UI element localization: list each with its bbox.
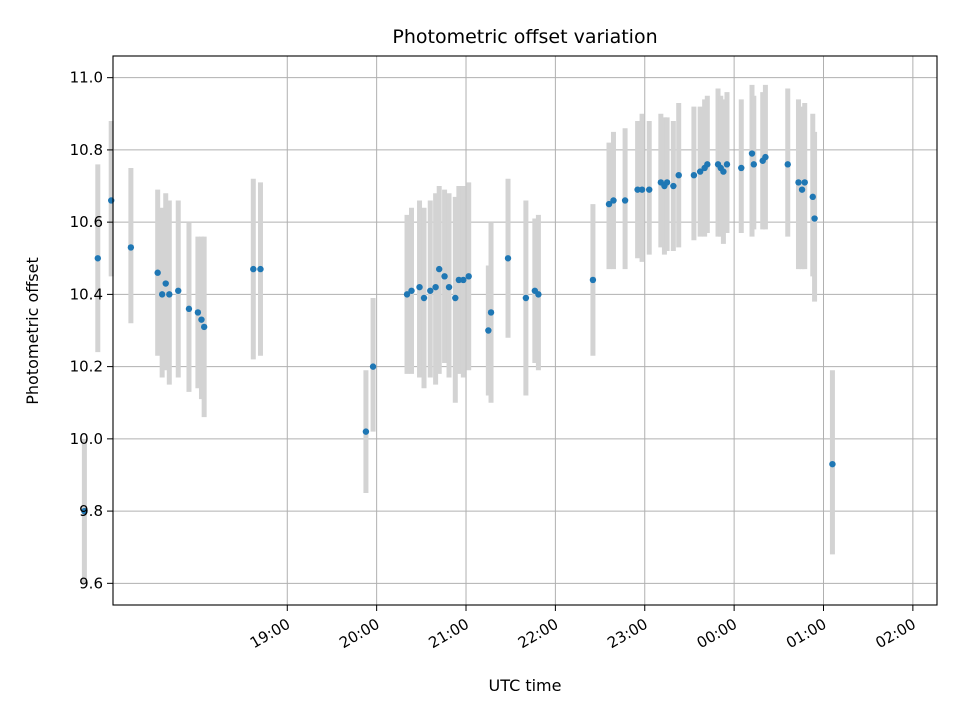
- data-point: [610, 197, 617, 204]
- data-point: [420, 294, 428, 302]
- data-point: [455, 276, 463, 284]
- data-point: [175, 287, 182, 294]
- x-tick-label: 20:00: [336, 615, 382, 652]
- data-point: [720, 168, 727, 175]
- data-point: [634, 186, 641, 193]
- data-point: [638, 186, 646, 193]
- data-point: [646, 186, 653, 193]
- chart-title: Photometric offset variation: [392, 26, 657, 48]
- y-tick-label: 9.8: [79, 502, 103, 520]
- data-point: [670, 182, 677, 190]
- data-point: [784, 161, 791, 168]
- data-point: [94, 255, 102, 262]
- data-point: [589, 276, 597, 284]
- data-point: [795, 179, 802, 186]
- x-tick-label: 19:00: [247, 615, 293, 652]
- data-point: [522, 294, 530, 302]
- data-point: [811, 215, 818, 222]
- y-tick-label: 9.6: [79, 574, 103, 592]
- x-tick-label: 23:00: [604, 615, 650, 652]
- x-tick-label: 00:00: [694, 615, 740, 652]
- data-point: [162, 280, 169, 287]
- data-point: [200, 323, 208, 331]
- y-tick-label: 10.8: [70, 141, 103, 159]
- data-point: [166, 291, 173, 298]
- y-tick-label: 10.6: [70, 213, 103, 231]
- data-point: [81, 507, 88, 515]
- x-axis-label: UTC time: [489, 676, 562, 695]
- data-point: [801, 179, 808, 186]
- x-tick-label: 21:00: [426, 615, 472, 652]
- data-point: [445, 283, 453, 291]
- data-point: [748, 150, 756, 157]
- data-point: [465, 273, 472, 280]
- data-point: [738, 164, 745, 172]
- data-point: [416, 283, 423, 291]
- data-point: [690, 171, 698, 179]
- x-tick-label: 22:00: [515, 615, 561, 652]
- x-axis: 19:00 20:00 21:00 22:00 23:00 00:00 01:00 02:00…: [247, 605, 919, 652]
- data-point: [621, 197, 629, 204]
- data-point: [194, 309, 202, 316]
- data-point: [369, 363, 377, 370]
- plot-frame: [112, 55, 938, 606]
- error-bars: [81, 84, 835, 584]
- y-tick-label: 11.0: [70, 69, 103, 87]
- y-tick-label: 10.4: [70, 285, 103, 303]
- x-tick-label: 02:00: [872, 615, 918, 652]
- x-tick-label: 01:00: [783, 615, 829, 652]
- data-point: [362, 428, 370, 435]
- data-point: [158, 291, 166, 298]
- data-points: [81, 150, 836, 515]
- data-point: [257, 265, 264, 273]
- data-point: [829, 460, 836, 468]
- data-point: [250, 265, 257, 273]
- data-point: [154, 269, 161, 276]
- data-point: [436, 265, 443, 273]
- data-point: [408, 287, 415, 294]
- data-point: [535, 291, 542, 298]
- y-axis-label: Photometric offset: [23, 257, 42, 405]
- data-point: [185, 305, 193, 313]
- y-tick-label: 10.0: [70, 430, 103, 448]
- y-tick-label: 10.2: [70, 358, 103, 376]
- data-point: [452, 294, 459, 302]
- data-point: [427, 287, 434, 294]
- data-point: [487, 309, 495, 316]
- data-point: [403, 291, 411, 298]
- data-point: [762, 153, 769, 161]
- data-point: [460, 276, 467, 284]
- data-point: [605, 200, 613, 208]
- data-point: [485, 327, 492, 334]
- data-point: [441, 273, 448, 280]
- data-point: [127, 244, 135, 251]
- data-point: [675, 171, 682, 179]
- data-point: [696, 168, 704, 175]
- data-point: [704, 161, 711, 168]
- data-point: [798, 186, 806, 193]
- data-point: [663, 179, 671, 186]
- data-point: [723, 161, 731, 168]
- data-point: [504, 255, 512, 262]
- data-point: [809, 193, 816, 201]
- y-axis: 9.6 9.8 10.0 10.2 10.4 10.6 10.8 11.0: [70, 69, 113, 592]
- data-point: [750, 161, 757, 168]
- data-point: [198, 316, 205, 323]
- data-point: [432, 283, 439, 291]
